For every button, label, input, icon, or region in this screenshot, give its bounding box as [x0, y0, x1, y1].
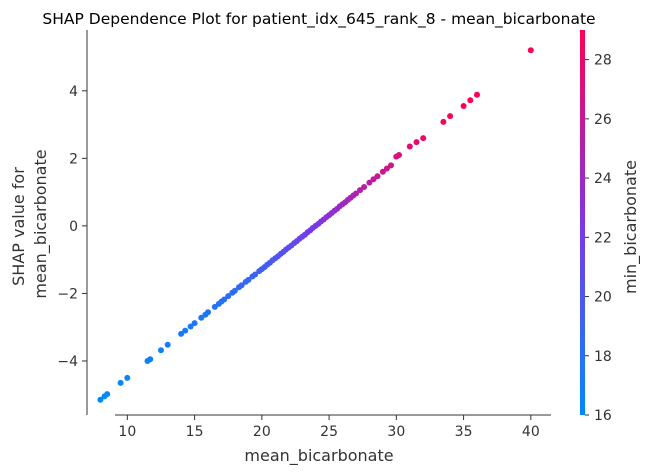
x-tick-label: 10: [118, 424, 136, 440]
scatter-point: [178, 330, 185, 337]
scatter-point: [460, 103, 467, 109]
x-tick-label: 15: [186, 424, 204, 440]
colorbar-tick-label: 16: [594, 408, 612, 424]
chart-title: SHAP Dependence Plot for patient_idx_645…: [42, 10, 595, 29]
scatter-point: [182, 327, 189, 334]
scatter-point: [388, 162, 394, 169]
colorbar-ticks: 16 18 20 22 24 26 28: [585, 53, 612, 424]
scatter-point: [104, 391, 111, 398]
scatter-point: [406, 143, 413, 150]
y-tick-label: −2: [57, 286, 78, 302]
scatter-point: [191, 320, 198, 327]
scatter-point: [225, 293, 232, 300]
x-tick-label: 30: [387, 424, 405, 440]
x-tick-label: 40: [522, 424, 540, 440]
scatter-point: [447, 113, 454, 120]
scatter-point: [383, 165, 390, 172]
scatter-point: [147, 356, 154, 363]
scatter-point: [467, 97, 474, 104]
scatter-point: [198, 314, 205, 321]
scatter-point: [527, 47, 534, 54]
x-tick-label: 25: [320, 424, 338, 440]
scatter-point: [187, 323, 194, 330]
scatter-point: [231, 287, 238, 294]
scatter-point: [366, 179, 373, 186]
colorbar: [580, 30, 585, 415]
colorbar-tick-label: 20: [594, 290, 612, 306]
y-tick-label: 0: [69, 219, 78, 235]
y-tick-label: −4: [57, 354, 78, 370]
scatter-point: [117, 379, 124, 386]
y-tick-label: 4: [69, 84, 78, 100]
scatter-point: [97, 396, 104, 403]
scatter-point: [205, 309, 211, 316]
x-axis-label: mean_bicarbonate: [244, 446, 393, 466]
y-axis-label: SHAP value for mean_bicarbonate: [9, 149, 51, 298]
scatter-points: [97, 47, 534, 403]
scatter-point: [158, 347, 164, 354]
y-tick-label: 2: [69, 151, 78, 167]
scatter-point: [396, 152, 402, 158]
x-tick-label: 35: [455, 424, 473, 440]
scatter-point: [379, 168, 386, 175]
colorbar-tick-label: 28: [594, 53, 612, 69]
y-axis-ticks: −4 −2 0 2 4: [57, 84, 87, 370]
colorbar-tick-label: 22: [594, 230, 612, 246]
y-axis-label-line1: SHAP value for: [9, 167, 28, 286]
x-axis-ticks: 10 15 20 25 30 35 40: [118, 415, 540, 440]
scatter-point: [361, 184, 368, 190]
scatter-point: [374, 173, 381, 180]
y-axis-label-line2: mean_bicarbonate: [31, 149, 51, 298]
scatter-point: [124, 374, 131, 381]
scatter-point: [221, 296, 228, 303]
scatter-point: [164, 341, 171, 348]
colorbar-tick-label: 18: [594, 349, 612, 365]
scatter-point: [474, 91, 480, 98]
scatter-point: [353, 190, 359, 197]
scatter-point: [238, 282, 245, 289]
scatter-point: [357, 187, 363, 194]
scatter-point: [440, 118, 447, 125]
scatter-point: [252, 271, 259, 278]
colorbar-tick-label: 26: [594, 112, 612, 128]
colorbar-label: min_bicarbonate: [621, 160, 641, 294]
scatter-point: [420, 135, 427, 142]
colorbar-tick-label: 24: [594, 171, 612, 187]
scatter-point: [413, 139, 420, 146]
x-tick-label: 20: [253, 424, 271, 440]
scatter-point: [245, 276, 252, 283]
